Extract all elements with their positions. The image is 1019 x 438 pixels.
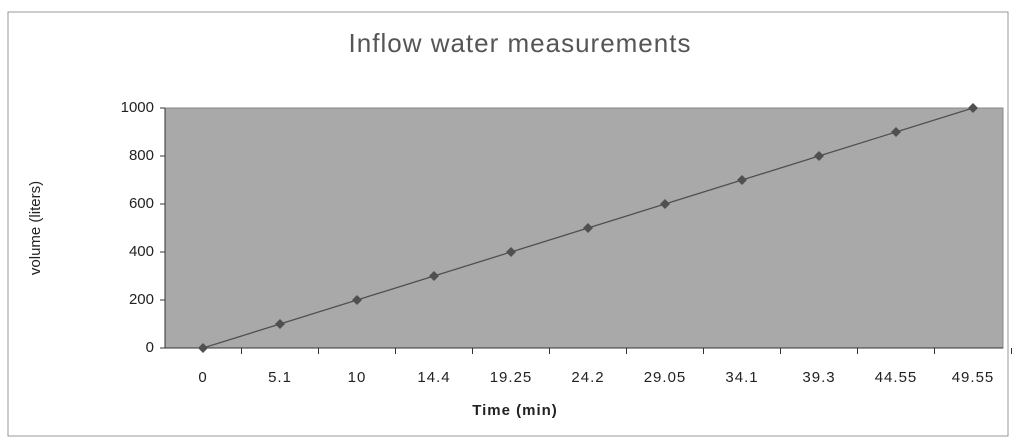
y-tick-label: 400 [129,243,154,260]
x-tick-label: 39.3 [802,369,835,386]
x-tick-label: 49.55 [952,369,995,386]
marker [429,271,439,281]
x-tick-label: 10 [348,369,367,386]
x-tick-label: 24.2 [571,369,604,386]
x-tick-label: 44.55 [875,369,918,386]
marker [968,103,978,113]
x-tick-label: 5.1 [268,369,292,386]
y-tick-label: 800 [129,147,154,164]
marker [814,151,824,161]
marker [352,295,362,305]
y-tick-label: 1000 [121,99,154,116]
x-tick-label: 19.25 [490,369,533,386]
marker [583,223,593,233]
x-tick-label: 14.4 [417,369,450,386]
x-tick-label: 0 [198,369,207,386]
marker [198,343,208,353]
marker [660,199,670,209]
x-axis-label: Time (min) [472,402,558,419]
marker [737,175,747,185]
marker [506,247,516,257]
x-tick-label: 29.05 [644,369,687,386]
y-tick-label: 200 [129,291,154,308]
chart-title: Inflow water measurements [349,28,692,58]
marker [891,127,901,137]
x-tick-label: 34.1 [725,369,758,386]
y-axis-label: volume (liters) [27,181,44,275]
y-tick-label: 600 [129,195,154,212]
marker [275,319,285,329]
y-tick-label: 0 [146,339,154,356]
